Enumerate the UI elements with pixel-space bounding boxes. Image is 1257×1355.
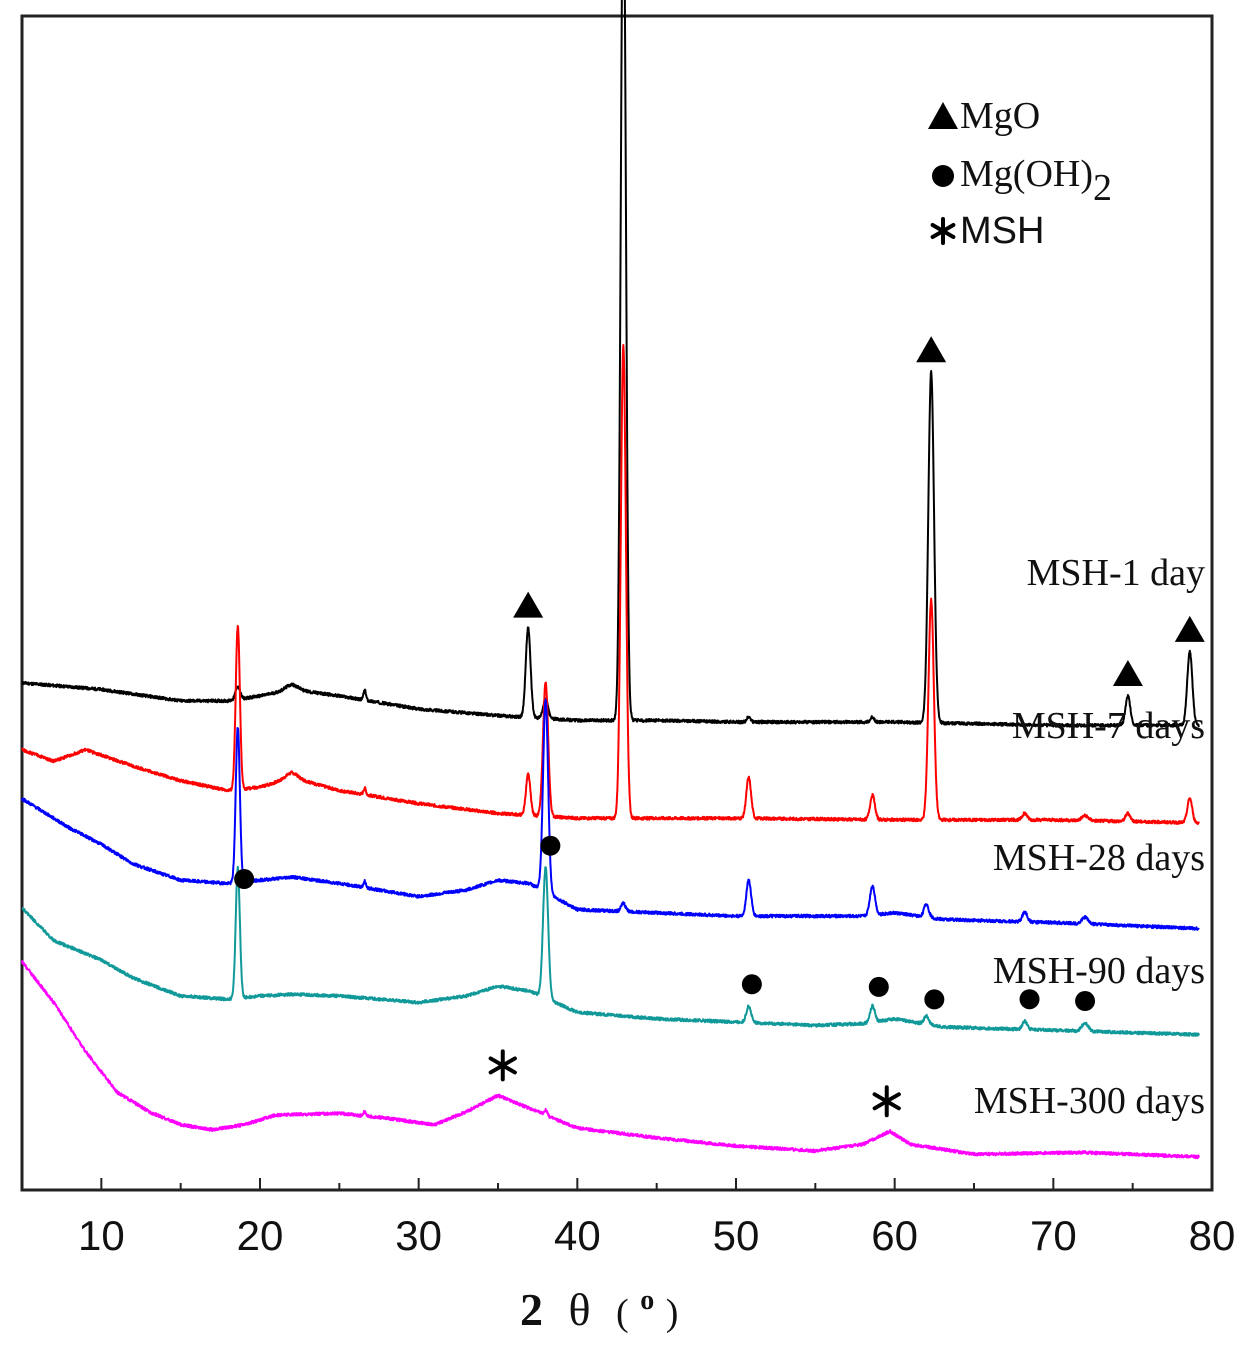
x-axis-title-close: ) xyxy=(666,1292,679,1334)
series-line-3 xyxy=(21,698,1200,931)
series-layer xyxy=(21,0,1200,1160)
msh-peak-marker-13 xyxy=(488,1049,517,1082)
mgoh2-peak-marker-6 xyxy=(234,869,255,890)
mgo-peak-marker-3 xyxy=(513,591,544,618)
mgoh2-peak-marker-12 xyxy=(1075,991,1096,1012)
x-tick-label-60: 60 xyxy=(871,1212,918,1259)
series-label-5: MSH-300 days xyxy=(974,1080,1205,1122)
mgoh2-peak-marker-8 xyxy=(741,974,762,995)
markers-layer xyxy=(234,336,1205,1118)
legend-label-1: MgO xyxy=(960,95,1040,137)
legend-subscript: 2 xyxy=(1093,167,1112,209)
mgoh2-peak-marker-9 xyxy=(868,976,889,997)
x-axis-title: 2 θ ( o ) xyxy=(520,1268,678,1335)
series-line-5 xyxy=(21,960,1200,1160)
x-tick-label-40: 40 xyxy=(554,1212,601,1259)
series-label-2: MSH-7 days xyxy=(1012,705,1205,747)
plot-frame xyxy=(20,14,1214,1192)
legend-triangle-icon xyxy=(928,102,958,129)
labels-layer: MSH-1 day MSH-7 days MSH-28 days MSH-90 day… xyxy=(974,552,1205,1122)
mgoh2-peak-marker-11 xyxy=(1019,989,1040,1010)
series-label-1: MSH-1 day xyxy=(1027,552,1205,594)
mgo-peak-marker-2 xyxy=(916,336,947,363)
series-line-4 xyxy=(21,865,1200,1037)
mgo-peak-marker-4 xyxy=(1112,659,1143,686)
x-tick-label-70: 70 xyxy=(1030,1212,1077,1259)
x-tick-label-80: 80 xyxy=(1189,1212,1236,1259)
x-tick-label-50: 50 xyxy=(713,1212,760,1259)
msh-peak-marker-14-stroke xyxy=(872,1092,901,1111)
series-line-2 xyxy=(21,343,1200,826)
x-tick-label-30: 30 xyxy=(395,1212,442,1259)
ticks-layer: 10 20 30 40 50 60 70 80 xyxy=(78,1178,1235,1259)
legend-label-2: Mg(OH)2 xyxy=(960,153,1112,209)
series-line-1 xyxy=(21,0,1200,728)
x-axis-title-prefix: 2 xyxy=(520,1284,543,1335)
legend-asterisk-stroke xyxy=(930,223,956,239)
x-tick-label-20: 20 xyxy=(237,1212,284,1259)
x-tick-label-10: 10 xyxy=(78,1212,125,1259)
legend-asterisk-icon xyxy=(930,217,956,245)
msh-peak-marker-14 xyxy=(872,1085,901,1118)
x-axis-title-open: ( xyxy=(616,1292,629,1334)
msh-peak-marker-13-stroke xyxy=(488,1056,517,1075)
mgoh2-peak-marker-7 xyxy=(540,835,561,856)
legend-circle-icon xyxy=(932,165,954,187)
mgoh2-peak-marker-10 xyxy=(924,989,945,1010)
x-axis-title-unit: o xyxy=(640,1285,654,1316)
legend-label-3: MSH xyxy=(960,210,1044,252)
x-axis-title-theta: θ xyxy=(569,1284,591,1335)
series-label-4: MSH-90 days xyxy=(993,950,1205,992)
mgo-peak-marker-5 xyxy=(1174,615,1205,642)
series-label-3: MSH-28 days xyxy=(993,837,1205,879)
